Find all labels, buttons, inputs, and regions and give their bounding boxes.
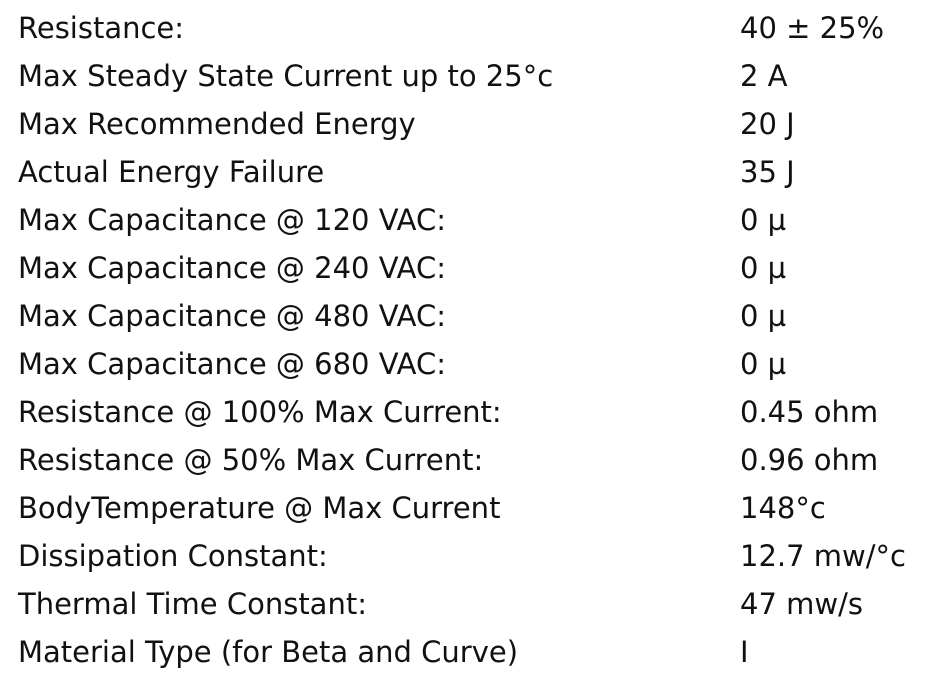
spec-label: Actual Energy Failure (18, 155, 325, 189)
spec-value: 0 µ (740, 251, 787, 285)
spec-value: 0 µ (740, 299, 787, 333)
spec-label: Resistance @ 100% Max Current: (18, 395, 502, 429)
spec-value: 2 A (740, 59, 788, 93)
spec-label: Max Steady State Current up to 25°c (18, 59, 554, 93)
spec-value: 0 µ (740, 347, 787, 381)
spec-value: 148°c (740, 491, 826, 525)
spec-value: 0.96 ohm (740, 443, 879, 477)
spec-label: Max Capacitance @ 480 VAC: (18, 299, 447, 333)
spec-value: 0.45 ohm (740, 395, 879, 429)
spec-label: Dissipation Constant: (18, 539, 328, 573)
spec-value: 20 J (740, 107, 795, 141)
spec-label: Max Capacitance @ 120 VAC: (18, 203, 447, 237)
spec-label: Thermal Time Constant: (18, 587, 367, 621)
spec-value: I (740, 635, 749, 669)
spec-label: Max Capacitance @ 680 VAC: (18, 347, 447, 381)
spec-value: 12.7 mw/°c (740, 539, 906, 573)
spec-value: 47 mw/s (740, 587, 863, 621)
spec-label: Resistance @ 50% Max Current: (18, 443, 484, 477)
spec-value: 35 J (740, 155, 795, 189)
spec-label: Material Type (for Beta and Curve) (18, 635, 519, 669)
spec-label: BodyTemperature @ Max Current (18, 491, 501, 525)
spec-label: Max Recommended Energy (18, 107, 416, 141)
spec-value: 40 ± 25% (740, 11, 885, 45)
spec-label: Resistance: (18, 11, 185, 45)
spec-label: Max Capacitance @ 240 VAC: (18, 251, 447, 285)
spec-value: 0 µ (740, 203, 787, 237)
